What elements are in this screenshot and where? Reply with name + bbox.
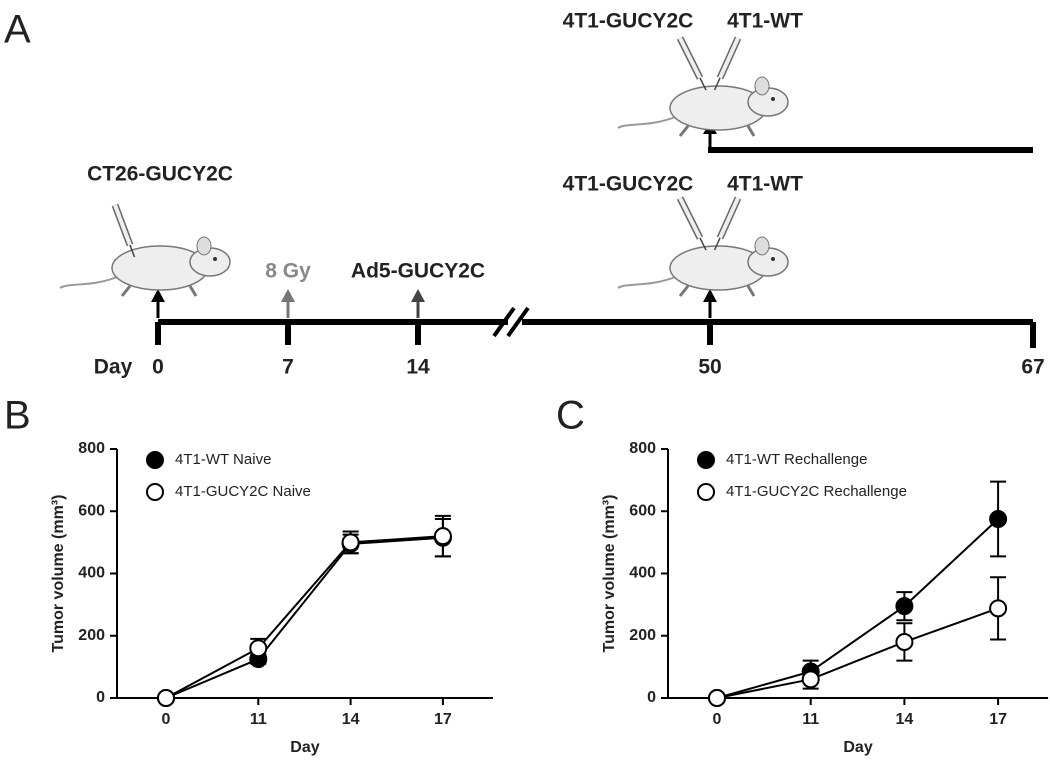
arrow-head: [411, 289, 425, 302]
day-label: 14: [406, 356, 430, 379]
mouse-ear: [196, 236, 212, 256]
marker: [708, 689, 726, 707]
series-line: [165, 535, 443, 699]
mouse-tail: [59, 275, 121, 289]
needle: [699, 237, 707, 251]
y-axis-label: Tumor volume (mm³): [50, 495, 67, 653]
arrow-head: [703, 289, 717, 302]
mouse-ear: [754, 76, 770, 96]
series-line: [716, 518, 999, 699]
marker: [157, 689, 175, 707]
series-line: [165, 536, 443, 699]
syringe-barrel: [678, 197, 702, 239]
legend-marker: [697, 483, 715, 501]
event-label: 8 Gy: [265, 260, 311, 283]
legend-label: 4T1-GUCY2C Rechallenge: [726, 483, 907, 500]
marker: [341, 533, 360, 552]
y-tick-label: 800: [629, 440, 656, 457]
legend-marker: [146, 451, 164, 469]
y-tick-label: 400: [629, 565, 656, 582]
syringe-barrel: [678, 37, 702, 79]
event-label: 4T1-WT: [727, 173, 803, 196]
panel-label: A: [4, 8, 31, 52]
x-tick-label: 17: [989, 711, 1007, 728]
x-tick-label: 0: [162, 711, 171, 728]
event-label: 4T1-WT: [727, 10, 803, 33]
mouse-tail: [617, 275, 679, 289]
y-tick-label: 600: [78, 502, 105, 519]
mouse-legs: [678, 125, 756, 137]
x-tick-label: 11: [802, 711, 819, 728]
x-tick-label: 17: [434, 711, 452, 728]
marker: [801, 670, 820, 689]
y-tick-label: 400: [78, 565, 105, 582]
marker: [249, 639, 268, 658]
x-tick-label: 0: [713, 711, 722, 728]
mouse: [59, 203, 231, 297]
x-axis-label: Day: [843, 739, 872, 756]
mouse-eye: [771, 97, 775, 101]
needle: [129, 244, 136, 258]
marker: [895, 632, 914, 651]
day-label: 7: [282, 356, 294, 379]
y-tick-label: 200: [78, 627, 105, 644]
series-line: [716, 607, 999, 699]
event-label: 4T1-GUCY2C: [563, 10, 694, 33]
axis-break: [492, 306, 530, 338]
arrow-head: [281, 289, 295, 302]
timeline-axis-label: Day: [94, 356, 133, 379]
needle: [713, 77, 721, 91]
panel-label: C: [556, 394, 585, 438]
needle: [713, 237, 721, 251]
legend-label: 4T1-GUCY2C Naive: [175, 483, 311, 500]
mouse-legs: [678, 285, 756, 297]
mouse-legs: [120, 285, 198, 297]
x-tick-label: 11: [250, 711, 267, 728]
syringe-barrel: [718, 197, 740, 239]
x-tick-label: 14: [896, 711, 914, 728]
y-tick-label: 800: [78, 440, 105, 457]
legend-label: 4T1-WT Naive: [175, 451, 271, 468]
needle: [699, 77, 707, 91]
mouse: [617, 196, 789, 297]
legend-label: 4T1-WT Rechallenge: [726, 451, 867, 468]
mouse-head: [747, 87, 789, 117]
y-tick-label: 0: [647, 689, 656, 706]
marker: [989, 599, 1008, 618]
y-tick-label: 0: [96, 689, 105, 706]
marker: [989, 510, 1008, 529]
legend-marker: [697, 451, 715, 469]
timeline-axis: [158, 147, 1036, 348]
day-label: 50: [698, 356, 721, 379]
x-axis-label: Day: [290, 739, 319, 756]
panel-label: B: [4, 394, 31, 438]
marker: [895, 597, 914, 616]
y-tick-label: 600: [629, 502, 656, 519]
marker: [433, 527, 452, 546]
arrow-head: [151, 289, 165, 302]
syringe-barrel: [718, 37, 740, 79]
y-axis-label: Tumor volume (mm³): [601, 495, 618, 653]
mouse-tail: [617, 115, 679, 129]
mouse-head: [189, 247, 231, 277]
mouse-eye: [771, 257, 775, 261]
y-tick-label: 200: [629, 627, 656, 644]
mouse-ear: [754, 236, 770, 256]
day-label: 67: [1021, 356, 1044, 379]
mouse: [617, 36, 789, 137]
mouse-head: [747, 247, 789, 277]
event-label: Ad5-GUCY2C: [351, 260, 485, 283]
x-tick-label: 14: [342, 711, 360, 728]
legend-marker: [146, 483, 164, 501]
event-label: CT26-GUCY2C: [87, 163, 233, 186]
event-label: 4T1-GUCY2C: [563, 173, 694, 196]
mouse-eye: [213, 257, 217, 261]
syringe-barrel: [113, 204, 132, 246]
day-label: 0: [152, 356, 164, 379]
